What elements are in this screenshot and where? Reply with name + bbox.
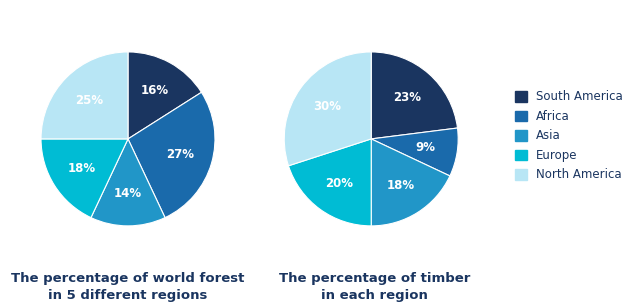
Text: 23%: 23% [394,91,421,104]
Wedge shape [289,139,371,226]
Wedge shape [128,92,215,218]
Wedge shape [41,52,128,139]
Text: 25%: 25% [75,94,103,107]
Text: 14%: 14% [114,187,142,200]
Text: 20%: 20% [325,177,353,190]
Text: 9%: 9% [415,141,435,154]
Text: 16%: 16% [140,84,168,98]
Wedge shape [91,139,165,226]
Wedge shape [41,139,128,218]
Text: 30%: 30% [313,100,341,113]
Legend: South America, Africa, Asia, Europe, North America: South America, Africa, Asia, Europe, Nor… [511,87,627,185]
Text: The percentage of world forest
in 5 different regions: The percentage of world forest in 5 diff… [12,272,244,302]
Wedge shape [128,52,202,139]
Wedge shape [371,128,458,176]
Text: 18%: 18% [68,162,96,175]
Text: 18%: 18% [387,179,415,192]
Wedge shape [371,139,450,226]
Text: 27%: 27% [166,148,195,161]
Text: The percentage of timber
in each region: The percentage of timber in each region [278,272,470,302]
Wedge shape [284,52,371,166]
Wedge shape [371,52,458,139]
